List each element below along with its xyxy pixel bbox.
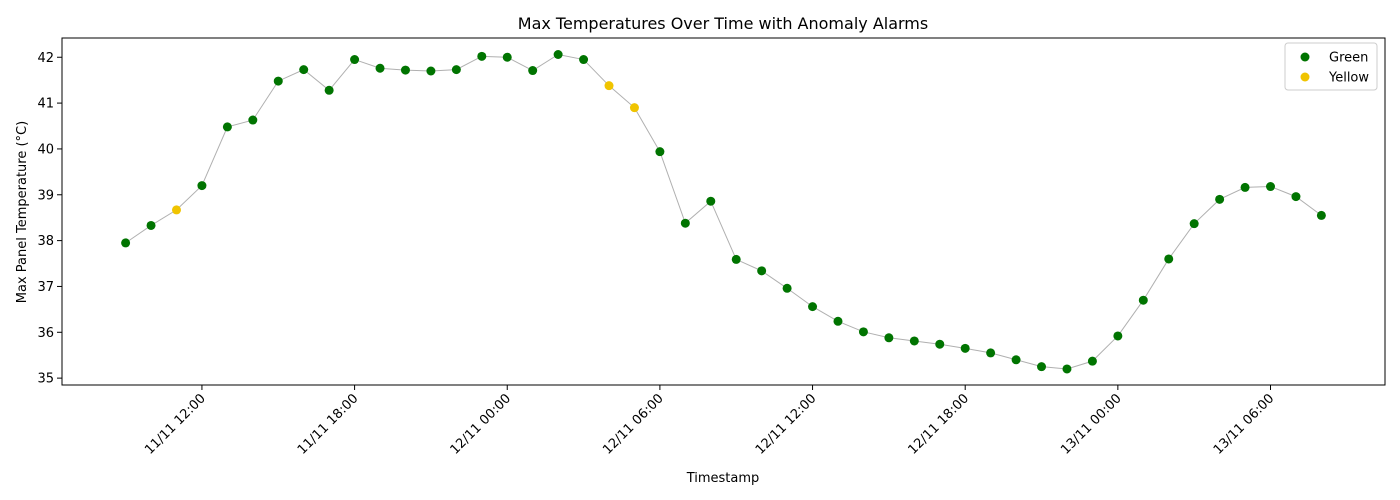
data-point-green xyxy=(1138,295,1148,305)
data-point-green xyxy=(935,339,945,349)
data-point-green xyxy=(1316,210,1326,220)
data-point-green xyxy=(706,196,716,206)
data-point-green xyxy=(248,115,258,125)
data-point-green xyxy=(400,65,410,75)
data-point-yellow xyxy=(604,81,614,91)
data-point-green xyxy=(1266,182,1276,192)
data-point-green xyxy=(1189,219,1199,229)
data-point-green xyxy=(121,238,131,248)
y-tick-label: 42 xyxy=(37,51,54,66)
legend-label-yellow: Yellow xyxy=(1328,71,1369,86)
data-point-green xyxy=(1062,364,1072,374)
data-point-green xyxy=(350,55,360,65)
data-point-green xyxy=(986,348,996,358)
data-point-green xyxy=(222,122,232,132)
data-point-green xyxy=(1011,355,1021,365)
data-point-green xyxy=(808,302,818,312)
data-point-green xyxy=(960,343,970,353)
data-point-green xyxy=(833,316,843,326)
data-point-green xyxy=(553,50,563,59)
data-point-green xyxy=(579,55,589,65)
data-point-green xyxy=(1087,356,1097,366)
data-point-green xyxy=(680,218,690,228)
y-tick-label: 39 xyxy=(37,188,54,203)
data-point-green xyxy=(324,85,334,95)
data-point-green xyxy=(1164,254,1174,264)
y-axis: 35 36 37 38 39 40 41 42 xyxy=(37,51,62,387)
y-tick-label: 35 xyxy=(37,372,54,387)
data-point-green xyxy=(197,181,207,191)
y-axis-label: Max Panel Temperature (°C) xyxy=(15,121,30,303)
legend: Green Yellow xyxy=(1284,42,1378,91)
data-point-green xyxy=(1291,192,1301,202)
legend-marker-yellow xyxy=(1300,72,1310,82)
y-tick-label: 36 xyxy=(37,326,54,341)
y-tick-label: 40 xyxy=(37,142,54,157)
data-point-green xyxy=(273,76,283,86)
y-tick-label: 41 xyxy=(37,97,54,112)
chart-title: Max Temperatures Over Time with Anomaly … xyxy=(518,14,928,33)
data-point-green xyxy=(502,52,512,62)
data-point-green xyxy=(528,66,538,76)
legend-label-green: Green xyxy=(1329,51,1368,66)
data-point-green xyxy=(909,336,919,346)
data-point-green xyxy=(858,327,868,337)
data-point-green xyxy=(884,333,894,343)
data-point-green xyxy=(1240,182,1250,192)
data-point-green xyxy=(1215,194,1225,204)
data-point-green xyxy=(1113,331,1123,341)
plot-area xyxy=(61,37,1386,386)
temperature-line xyxy=(125,53,1322,370)
data-point-green xyxy=(426,66,436,76)
data-point-green xyxy=(146,220,156,230)
data-points xyxy=(121,50,1326,374)
data-point-green xyxy=(782,283,792,293)
data-point-green xyxy=(655,147,665,157)
legend-marker-green xyxy=(1300,52,1310,62)
data-point-green xyxy=(1037,362,1047,372)
data-point-yellow xyxy=(629,103,639,113)
y-tick-label: 38 xyxy=(37,234,54,249)
data-point-green xyxy=(757,266,767,276)
data-point-green xyxy=(477,51,487,61)
x-axis-label: Timestamp xyxy=(686,471,760,486)
data-point-green xyxy=(375,63,385,73)
data-point-green xyxy=(299,65,309,75)
plot-frame xyxy=(61,37,1386,386)
data-point-green xyxy=(451,65,461,75)
data-point-yellow xyxy=(171,205,181,215)
data-point-green xyxy=(731,254,741,264)
y-tick-label: 37 xyxy=(37,280,54,295)
